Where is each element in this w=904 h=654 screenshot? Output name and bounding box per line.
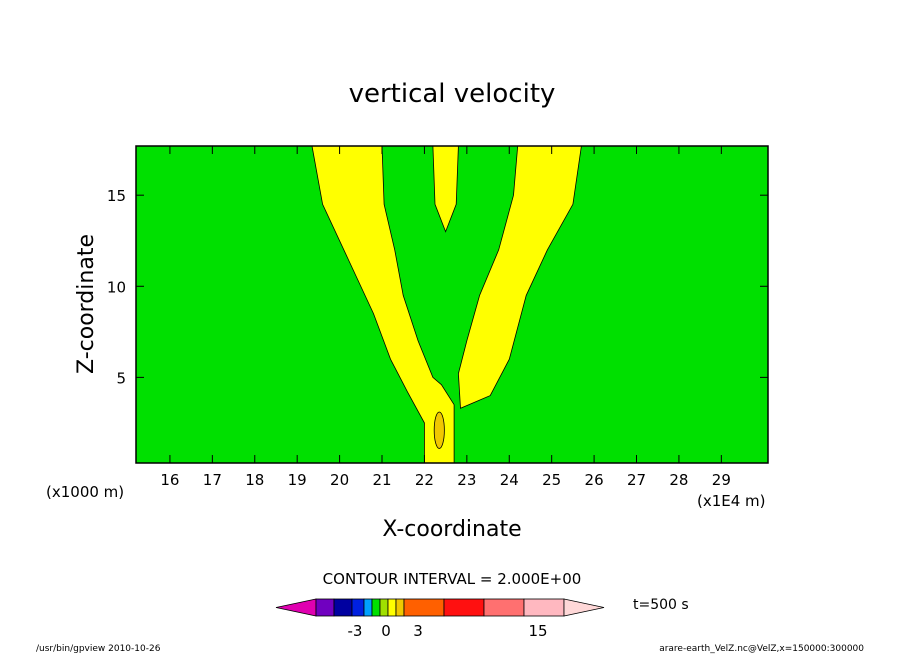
colorbar: -3 0 3 15: [275, 598, 605, 640]
x-axis-label: X-coordinate: [382, 517, 521, 542]
x-tick-label: 17: [203, 471, 222, 489]
y-tick-label: 5: [116, 369, 126, 387]
y-units-label: (x1000 m): [46, 483, 124, 501]
colorbar-cell: [315, 598, 335, 617]
footer-left-text: /usr/bin/gpview 2010-10-26: [36, 644, 161, 654]
footer-right-text: arare-earth_VelZ.nc@VelZ,x=150000:300000: [659, 644, 864, 654]
colorbar-cell: [379, 598, 389, 617]
colorbar-cell: [363, 598, 373, 617]
x-tick-label: 19: [288, 471, 307, 489]
colorbar-cell: [483, 598, 525, 617]
plume-right-plume: [457, 145, 582, 409]
colorbar-cell: [523, 598, 565, 617]
colorbar-tick-label: -3: [348, 622, 363, 640]
contour-interval-text: CONTOUR INTERVAL = 2.000E+00: [323, 570, 582, 588]
x-tick-label: 22: [415, 471, 434, 489]
x-tick-label: 20: [330, 471, 349, 489]
colorbar-cell: [395, 598, 405, 617]
colorbar-cell: [443, 598, 485, 617]
x-units-label: (x1E4 m): [697, 492, 766, 510]
colorbar-tick-label: 0: [381, 622, 391, 640]
x-tick-label: 23: [457, 471, 476, 489]
x-tick-label: 27: [627, 471, 646, 489]
x-tick-label: 28: [669, 471, 688, 489]
x-tick-label: 21: [372, 471, 391, 489]
y-tick-label: 15: [107, 187, 126, 205]
colorbar-cell: [387, 598, 397, 617]
x-tick-label: 25: [542, 471, 561, 489]
plume-left-plume: [311, 145, 455, 464]
plot-area: 16 17 18 19 20 21 22 23 24 25 26 27 28 29 5 10 15: [107, 145, 769, 489]
colorbar-cell: [371, 598, 381, 617]
colorbar-cell: [351, 598, 365, 617]
x-tick-label: 18: [245, 471, 264, 489]
x-tick-label: 16: [160, 471, 179, 489]
x-tick-label: 29: [712, 471, 731, 489]
x-tick-label: 26: [585, 471, 604, 489]
core-contour: [433, 411, 445, 449]
colorbar-tick-label: 3: [413, 622, 423, 640]
y-axis-label: Z-coordinate: [74, 234, 99, 374]
chart-title: vertical velocity: [349, 79, 556, 109]
x-ticks: 16 17 18 19 20 21 22 23 24 25 26 27 28 29: [160, 146, 731, 489]
colorbar-cell: [333, 598, 353, 617]
colorbar-cell: [563, 598, 605, 617]
colorbar-cell: [275, 598, 317, 617]
time-label: t=500 s: [633, 597, 689, 613]
y-tick-label: 10: [107, 278, 126, 296]
colorbar-tick-label: 15: [528, 622, 547, 640]
y-ticks: 5 10 15: [107, 187, 768, 387]
x-tick-label: 24: [500, 471, 519, 489]
plot-frame: [135, 145, 769, 464]
colorbar-cell: [403, 598, 445, 617]
plumes-layer: [311, 145, 582, 464]
